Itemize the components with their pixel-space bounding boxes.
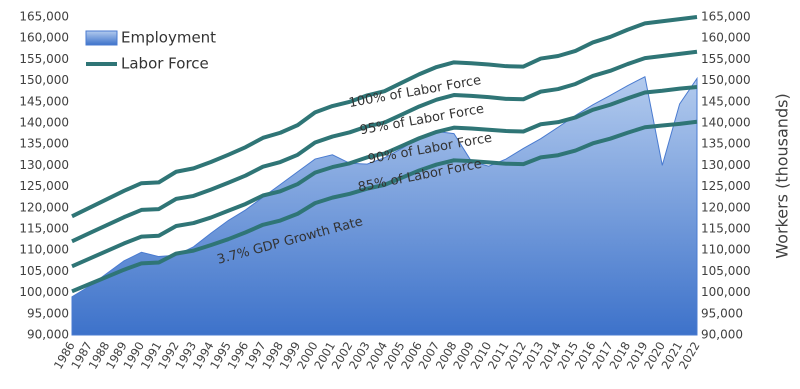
y2-tick-label: 125,000 (701, 179, 751, 193)
legend-label: Labor Force (121, 55, 209, 73)
y2-tick-label: 165,000 (701, 10, 751, 24)
y-tick-label: 130,000 (19, 158, 69, 172)
y-tick-label: 140,000 (19, 116, 69, 130)
y2-tick-label: 115,000 (701, 222, 751, 236)
y2-tick-label: 155,000 (701, 52, 751, 66)
legend-swatch (85, 30, 118, 46)
y-tick-label: 105,000 (19, 264, 69, 278)
line (71, 49, 698, 244)
y-tick-label: 100,000 (19, 285, 69, 299)
y-tick-label: 145,000 (19, 94, 69, 108)
legend-label: Employment (121, 29, 216, 47)
y2-tick-label: 160,000 (701, 31, 751, 45)
y-tick-label: 90,000 (27, 328, 69, 342)
y2-tick-label: 95,000 (701, 306, 743, 320)
y-tick-label: 115,000 (19, 222, 69, 236)
y-tick-label: 135,000 (19, 137, 69, 151)
y-tick-label: 95,000 (27, 306, 69, 320)
y-tick-label: 110,000 (19, 243, 69, 257)
y-tick-label: 160,000 (19, 31, 69, 45)
y2-tick-label: 110,000 (701, 243, 751, 257)
y2-tick-label: 135,000 (701, 137, 751, 151)
y2-tick-label: 105,000 (701, 264, 751, 278)
y2-tick-label: 145,000 (701, 94, 751, 108)
y2-tick-label: 120,000 (701, 200, 751, 214)
line (71, 15, 698, 219)
y2-tick-label: 150,000 (701, 73, 751, 87)
y2-axis-label: Workers (thousands) (773, 93, 792, 258)
y-tick-label: 125,000 (19, 179, 69, 193)
line (71, 84, 698, 269)
y-tick-label: 150,000 (19, 73, 69, 87)
y-tick-label: 155,000 (19, 52, 69, 66)
y2-tick-label: 130,000 (701, 158, 751, 172)
y2-tick-label: 100,000 (701, 285, 751, 299)
y-tick-label: 120,000 (19, 200, 69, 214)
y2-tick-label: 90,000 (701, 328, 743, 342)
y2-tick-label: 140,000 (701, 116, 751, 130)
y-tick-label: 165,000 (19, 10, 69, 24)
line (71, 119, 698, 294)
